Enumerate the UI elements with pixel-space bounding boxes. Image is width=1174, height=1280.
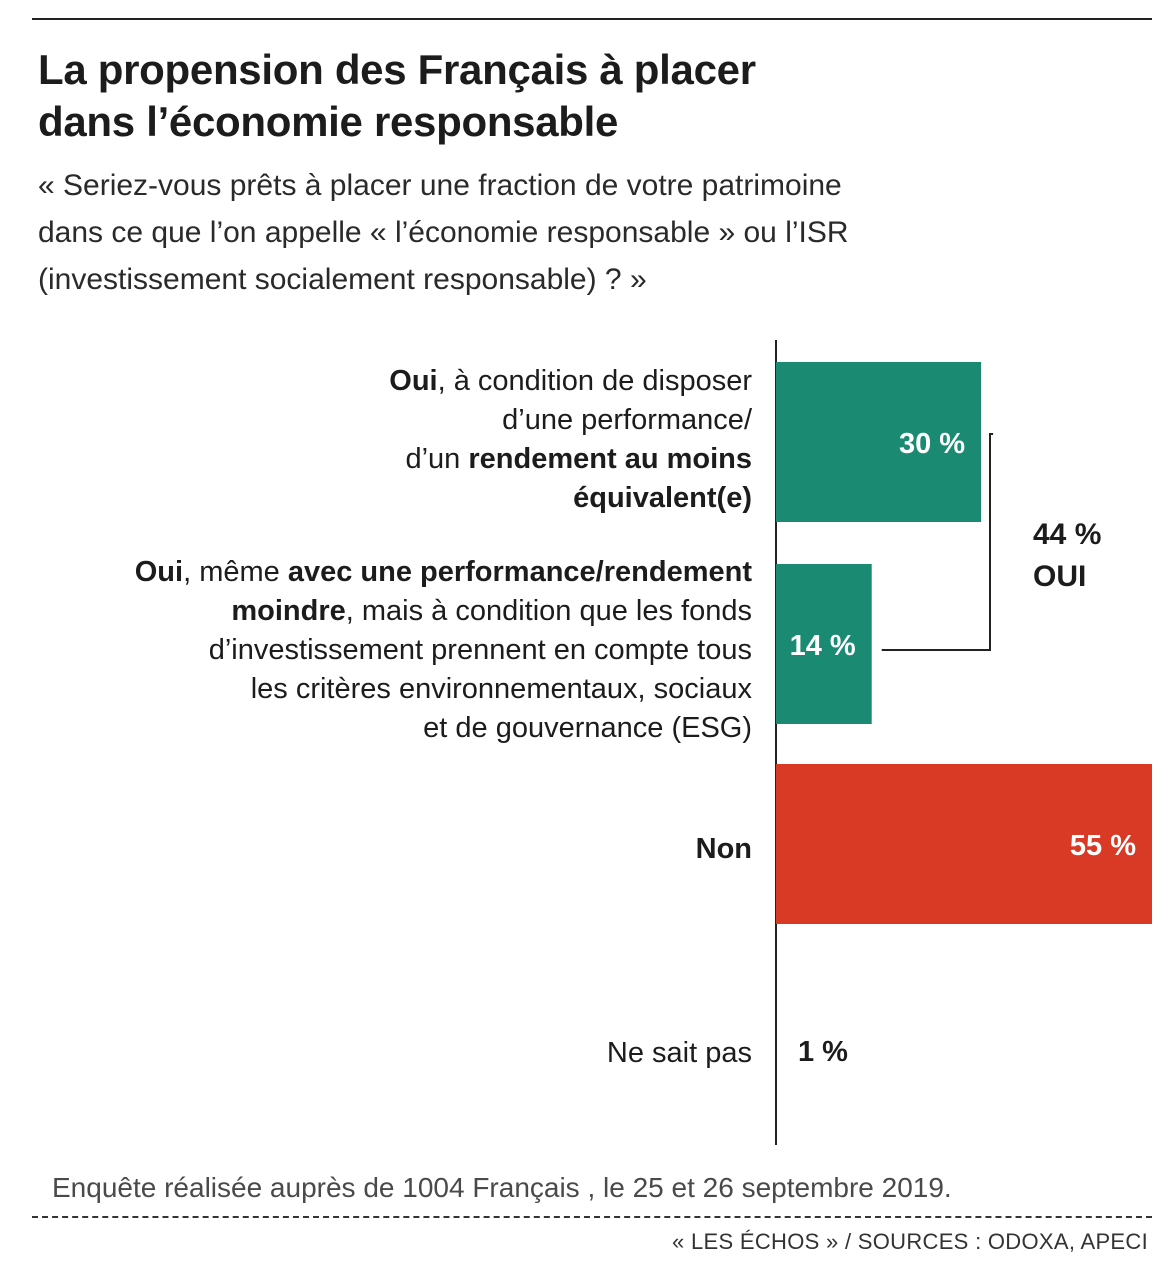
label-text: , mais à condition que les fonds — [345, 595, 752, 627]
label-bold-text: moindre — [231, 595, 346, 627]
label-bold-text: Oui — [389, 365, 438, 397]
label-bold-text: avec une performance/rendement — [287, 556, 752, 588]
bar-value-label-1: 14 % — [790, 630, 856, 662]
label-bold-text: équivalent(e) — [573, 482, 752, 514]
survey-question-line-1: « Seriez-vous prêts à placer une fractio… — [38, 169, 842, 202]
label-text: , à condition de disposer — [437, 365, 752, 397]
category-label-oui-esg: Oui, même avec une performance/rendement… — [135, 553, 752, 748]
bar-value-label-2: 55 % — [1070, 830, 1136, 862]
bracket-total-value: 44 % — [1033, 518, 1102, 551]
label-bold-text: rendement au moins — [468, 443, 752, 475]
bracket-total-text: OUI — [1033, 560, 1087, 593]
oui-total-bracket — [881, 433, 994, 651]
chart-title-line-2: dans l’économie responsable — [38, 98, 619, 145]
bar-value-label-0: 30 % — [899, 428, 965, 460]
category-label-oui-equivalent: Oui, à condition de disposer d’une perfo… — [389, 362, 752, 518]
bar-0 — [776, 362, 982, 522]
chart-title-line-1: La propension des Français à placer — [38, 46, 756, 93]
survey-question-line-3: (investissement socialement responsable)… — [38, 263, 647, 296]
dotted-divider — [32, 1216, 1152, 1218]
bracket-total-label: 44 % OUI — [1033, 514, 1101, 598]
bar-1 — [776, 564, 872, 724]
chart-plot: 30 % 14 % 55 % 1 % — [775, 340, 1152, 1145]
survey-question: « Seriez-vous prêts à placer une fractio… — [38, 162, 1038, 303]
top-rule — [32, 18, 1152, 20]
label-text: d’investissement prennent en compte tous — [208, 634, 752, 666]
survey-question-line-2: dans ce que l’on appelle « l’économie re… — [38, 216, 849, 249]
chart-title: La propension des Français à placer dans… — [38, 44, 1138, 148]
bar-value-label-3: 1 % — [798, 1036, 848, 1068]
label-text: d’une performance/ — [502, 404, 752, 436]
category-label-ne-sait-pas: Ne sait pas — [606, 1037, 752, 1069]
survey-note: Enquête réalisée auprès de 1004 Français… — [52, 1172, 952, 1203]
source-credit: « LES ÉCHOS » / SOURCES : ODOXA, APECI — [672, 1229, 1148, 1254]
label-text: d’un — [405, 443, 469, 475]
label-text: et de gouvernance (ESG) — [423, 712, 752, 744]
label-text: , même — [183, 556, 288, 588]
bar-2 — [776, 764, 1152, 924]
category-label-non: Non — [695, 833, 752, 865]
label-text: les critères environnementaux, sociaux — [250, 673, 752, 705]
label-bold-text: Oui — [134, 556, 184, 588]
